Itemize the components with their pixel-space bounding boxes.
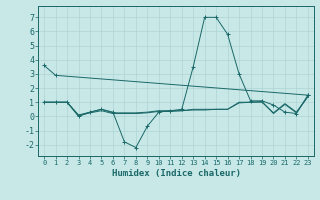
X-axis label: Humidex (Indice chaleur): Humidex (Indice chaleur) [111, 169, 241, 178]
